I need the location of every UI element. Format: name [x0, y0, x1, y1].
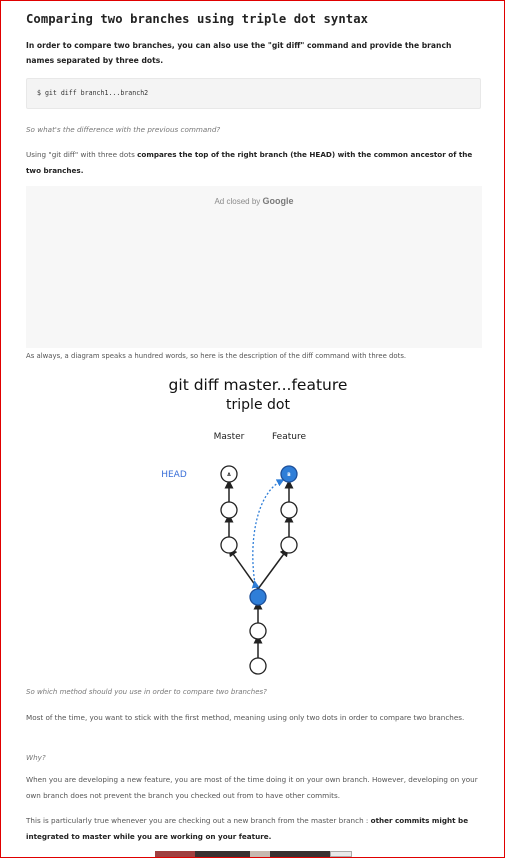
commit-feature-2: [280, 501, 298, 519]
commit-master-tip: [220, 465, 238, 483]
diagram-title: git diff master...feature: [169, 376, 348, 394]
explain-bold-text: compares the top of the right branch (th…: [26, 150, 473, 175]
para1: Most of the time, you want to stick with…: [26, 713, 465, 722]
question2-paragraph: So which method should you use in order …: [26, 688, 267, 696]
code-command: $ git diff branch1...branch2: [37, 89, 149, 97]
ad-brand: Google: [262, 196, 294, 206]
question-paragraph: So what's the difference with the previo…: [26, 125, 221, 134]
why-paragraph: Why?: [26, 753, 46, 762]
strip-segment-1: [155, 851, 195, 857]
intro-paragraph: In order to compare two branches, you ca…: [26, 41, 452, 65]
para2: When you are developing a new feature, y…: [26, 775, 478, 800]
edge-base-master: [228, 547, 259, 590]
commit-master-tip-label: A: [227, 472, 231, 478]
commit-feature-tip-label: B: [287, 472, 291, 478]
strip-segment-3: [330, 851, 352, 857]
feature-label: Feature: [272, 432, 306, 442]
para3-bold-text: other commits might be integrated to mas…: [26, 816, 469, 841]
diagram-intro-paragraph: As always, a diagram speaks a hundred wo…: [26, 352, 407, 360]
strip-segment-2: [250, 851, 270, 857]
ad-label-text: Ad closed by: [214, 197, 261, 206]
commit-root-2: [249, 622, 267, 640]
edge-base-feature: [257, 547, 289, 590]
diff-diagram: git diff master...feature triple dot Mas…: [26, 368, 482, 683]
para3: This is particularly true whenever you a…: [26, 813, 481, 844]
bottom-image-strip: [155, 851, 352, 857]
commit-feature-1: [280, 536, 298, 554]
diagram-subtitle: triple dot: [226, 397, 290, 413]
commit-master-2: [220, 501, 238, 519]
explain-paragraph: Using "git diff" with three dots compare…: [26, 147, 481, 178]
explain-text: Using "git diff" with three dots: [26, 150, 138, 159]
commit-master-1: [220, 536, 238, 554]
commit-root-1: [249, 657, 267, 675]
para3-text: This is particularly true whenever you a…: [26, 816, 371, 825]
diff-diagram-svg: git diff master...feature triple dot Mas…: [161, 376, 348, 675]
code-block: $ git diff branch1...branch2: [26, 78, 481, 109]
ad-placeholder: Ad closed by Google: [26, 186, 482, 348]
commit-common-ancestor: [249, 588, 267, 606]
comparison-arc: [251, 479, 285, 589]
section-heading: Comparing two branches using triple dot …: [26, 12, 369, 26]
commit-feature-tip: [280, 465, 298, 483]
master-label: Master: [214, 432, 245, 442]
head-label: HEAD: [161, 470, 187, 480]
ad-label: Ad closed by Google: [26, 196, 482, 206]
